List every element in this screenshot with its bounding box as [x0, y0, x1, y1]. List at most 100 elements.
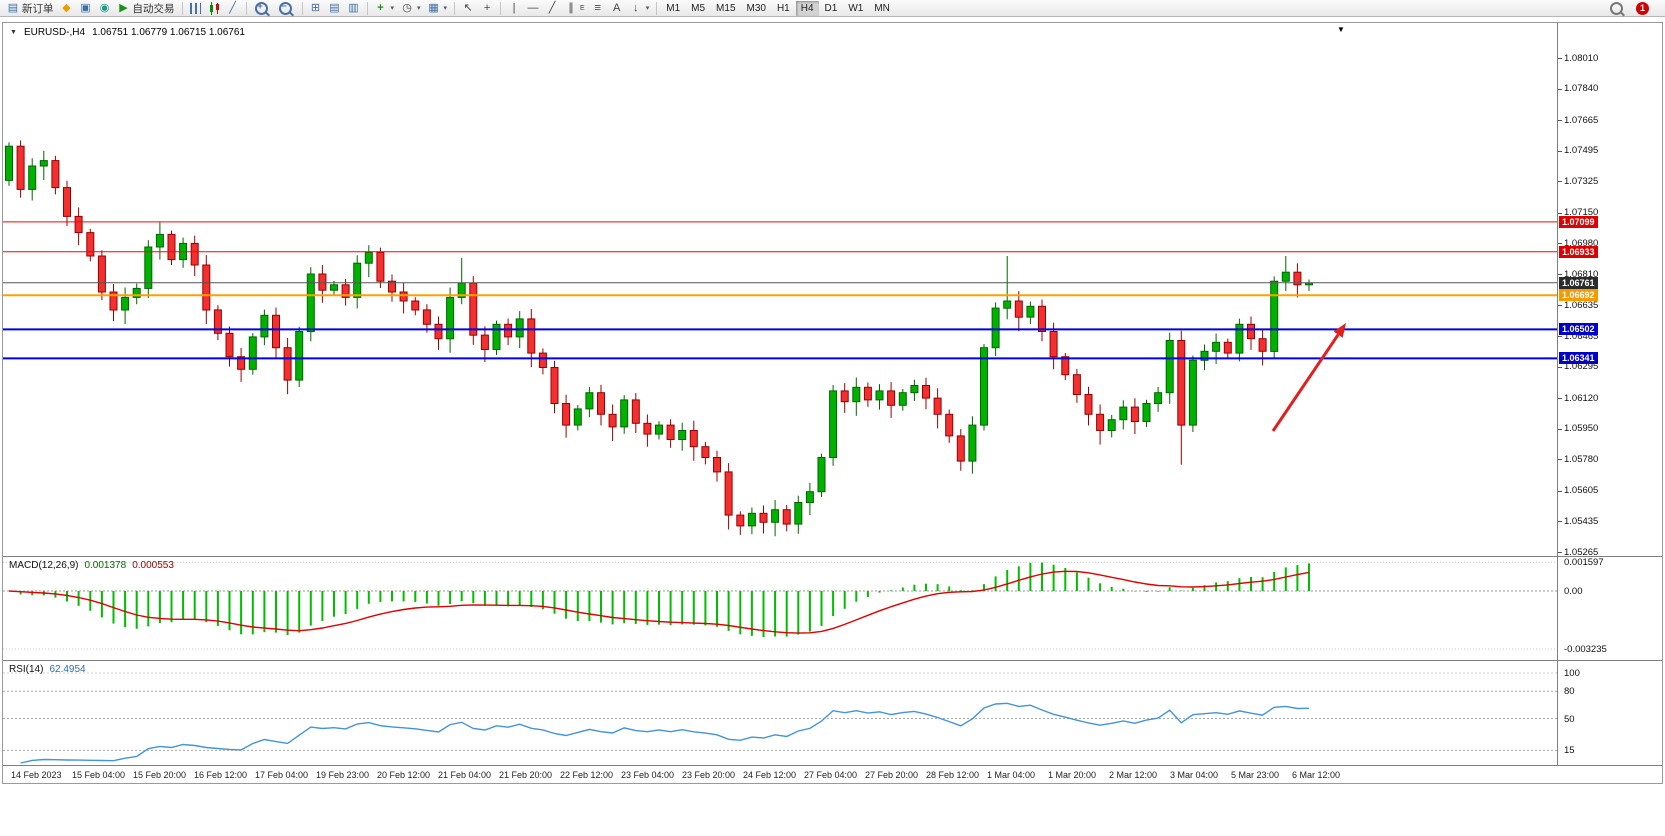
navigator-icon: ◉ — [99, 1, 110, 14]
macd-signal-value: 0.000553 — [132, 560, 174, 571]
arrange-windows-icon: ▥ — [348, 1, 359, 14]
clock-icon: ◷ — [402, 1, 412, 14]
chevron-down-icon: ▾ — [417, 5, 421, 12]
timeframe-m15-button[interactable]: M15 — [716, 2, 736, 14]
fibonacci-icon: ≡ — [594, 1, 601, 14]
price-axis-label: 1.06980 — [1564, 237, 1599, 249]
time-axis-label: 14 Feb 2023 — [11, 770, 62, 780]
timeframe-w1-button[interactable]: W1 — [848, 2, 864, 14]
price-axis-tick — [1558, 88, 1562, 90]
channel-button[interactable]: ∥ E — [562, 1, 588, 16]
fibonacci-button[interactable]: ≡ — [589, 1, 607, 16]
candlestick-chart-button[interactable] — [205, 1, 223, 16]
templates-button[interactable]: ▦ ▾ — [425, 1, 451, 16]
zoom-in-icon — [254, 1, 268, 15]
timeframe-m30-button[interactable]: M30 — [746, 2, 766, 14]
chart-window: ▼ EURUSD-,H4 1.06751 1.06779 1.06715 1.0… — [2, 22, 1663, 784]
price-axis-label: 1.07495 — [1564, 145, 1599, 157]
zoom-in-button[interactable] — [251, 1, 274, 16]
price-axis-label: 1.07665 — [1564, 114, 1599, 126]
trendline-icon: ╱ — [548, 1, 556, 14]
candlestick-chart-icon — [207, 1, 220, 15]
search-button[interactable] — [1606, 1, 1629, 16]
autotrading-label: 自动交易 — [132, 2, 175, 15]
price-axis-label: 1.06635 — [1564, 299, 1599, 311]
price-axis-tick — [1558, 150, 1562, 152]
cascade-windows-button[interactable]: ▤ — [326, 1, 344, 16]
macd-axis-label: 0.00 — [1564, 586, 1583, 597]
time-axis-label: 28 Feb 12:00 — [926, 770, 980, 780]
zoom-out-button[interactable] — [275, 1, 298, 16]
line-chart-button[interactable]: ╱ — [224, 1, 242, 16]
price-line-badge: 1.06341 — [1559, 352, 1598, 365]
time-axis[interactable]: 14 Feb 2023 15 Feb 04:00 15 Feb 20:00 16 Fe… — [3, 766, 1662, 783]
crosshair-button[interactable]: + — [478, 1, 496, 16]
timeframe-mn-button[interactable]: MN — [874, 2, 890, 14]
template-icon: ▦ — [428, 1, 439, 14]
chevron-down-icon: ▾ — [443, 5, 448, 12]
market-watch-button[interactable]: ▣ — [77, 1, 95, 16]
price-axis-label: 1.07325 — [1564, 175, 1599, 187]
new-order-button[interactable]: ▤ 新订单 — [4, 1, 57, 16]
text-tool-icon: A — [613, 1, 621, 14]
price-axis-tick — [1558, 120, 1562, 122]
timeframe-m5-button[interactable]: M5 — [691, 2, 706, 14]
bar-chart-button[interactable] — [187, 1, 204, 16]
rsi-axis-label: 50 — [1564, 714, 1575, 725]
pane-separator[interactable] — [3, 660, 1662, 661]
rsi-label: RSI(14) — [9, 664, 44, 675]
price-axis-tick — [1558, 336, 1562, 337]
time-axis-label: 3 Mar 04:00 — [1170, 770, 1219, 780]
channel-e-label: E — [580, 4, 585, 12]
price-axis-tick — [1558, 428, 1562, 430]
horizontal-line-button[interactable]: — — [524, 1, 542, 16]
timeframe-h1-button[interactable]: H1 — [776, 2, 790, 14]
trendline-button[interactable]: ╱ — [543, 1, 561, 16]
rsi-header: RSI(14) 62.4954 — [9, 664, 86, 675]
price-axis-tick — [1558, 212, 1562, 214]
price-axis-label: 1.05780 — [1564, 453, 1599, 465]
tile-windows-button[interactable]: ⊞ — [307, 1, 325, 16]
macd-axis-label: -0.003235 — [1564, 644, 1607, 655]
time-axis-label: 21 Feb 20:00 — [499, 770, 553, 780]
arrows-tool-button[interactable]: ↓ ▾ — [627, 1, 653, 16]
vertical-line-button[interactable]: | — [505, 1, 523, 16]
notification-badge[interactable]: 1 — [1636, 1, 1649, 15]
autotrading-play-icon: ▶ — [119, 1, 128, 14]
pane-separator[interactable] — [3, 556, 1662, 557]
macd-label: MACD(12,26,9) — [9, 560, 79, 571]
signals-button[interactable]: ◆ — [58, 1, 76, 16]
pane-separator — [3, 765, 1662, 766]
cursor-button[interactable]: ↖ — [459, 1, 477, 16]
time-axis-label: 15 Feb 04:00 — [72, 770, 126, 780]
price-axis-label: 1.06810 — [1564, 268, 1599, 280]
text-tool-button[interactable]: A — [608, 1, 626, 16]
rsi-indicator-canvas[interactable] — [3, 661, 1557, 765]
price-axis-tick — [1558, 366, 1562, 368]
price-chart-canvas[interactable] — [3, 23, 1557, 556]
periods-button[interactable]: ◷ ▾ — [398, 1, 424, 16]
timeframe-m1-button[interactable]: M1 — [666, 2, 681, 14]
macd-indicator-canvas[interactable] — [3, 557, 1557, 660]
time-axis-label: 27 Feb 20:00 — [865, 770, 919, 780]
price-axis-tick — [1558, 552, 1562, 553]
time-axis-label: 27 Feb 04:00 — [804, 770, 858, 780]
horizontal-line-icon: — — [527, 1, 539, 14]
indicators-button[interactable]: + ▾ — [372, 1, 398, 16]
price-scale-divider — [1557, 23, 1558, 766]
arrange-windows-button[interactable]: ▥ — [345, 1, 363, 16]
macd-main-value: 0.001378 — [84, 560, 127, 571]
timeframe-h4-button[interactable]: H4 — [795, 0, 819, 16]
chart-ohlc-values: 1.06751 1.06779 1.06715 1.06761 — [92, 27, 245, 38]
price-axis-label: 1.05605 — [1564, 485, 1599, 497]
timeframe-d1-button[interactable]: D1 — [824, 2, 838, 14]
navigator-button[interactable]: ◉ — [96, 1, 114, 16]
chart-collapse-icon[interactable]: ▼ — [1337, 25, 1345, 34]
time-axis-label: 23 Feb 04:00 — [621, 770, 675, 780]
toolbar-separator — [500, 1, 502, 15]
price-axis-tick — [1558, 305, 1562, 307]
autotrading-button[interactable]: ▶ 自动交易 — [115, 1, 178, 16]
rsi-axis-label: 100 — [1564, 668, 1580, 679]
current-price-badge: 1.06761 — [1559, 276, 1598, 289]
